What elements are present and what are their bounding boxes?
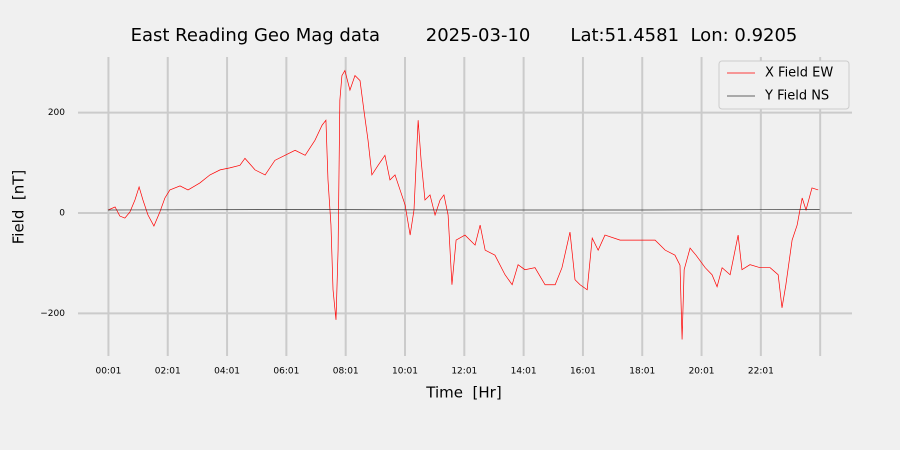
x-tick-label: 16:01 [570,367,596,377]
legend-label: Y Field NS [764,89,829,104]
x-tick-label: 18:01 [629,367,655,377]
x-tick-label: 12:01 [451,367,477,377]
x-tick-label: 22:01 [748,367,774,377]
x-axis-label: Time [Hr] [425,384,501,402]
y-tick-label: −200 [40,309,65,319]
x-tick-label: 14:01 [511,367,537,377]
legend-label: X Field EW [765,66,833,81]
y-tick-label: 200 [48,108,65,118]
x-tick-label: 08:01 [333,367,359,377]
x-tick-label: 02:01 [155,367,181,377]
x-tick-label: 04:01 [214,367,240,377]
chart-title: East Reading Geo Mag data 2025-03-10 Lat… [131,25,798,46]
y-tick-label: 0 [59,209,65,219]
y-axis-label: Field [nT] [10,170,28,245]
x-tick-label: 10:01 [392,367,418,377]
x-tick-label: 20:01 [689,367,715,377]
x-tick-label: 00:01 [95,367,121,377]
x-tick-label: 06:01 [273,367,299,377]
data-line [107,69,819,340]
data-line [107,209,820,211]
